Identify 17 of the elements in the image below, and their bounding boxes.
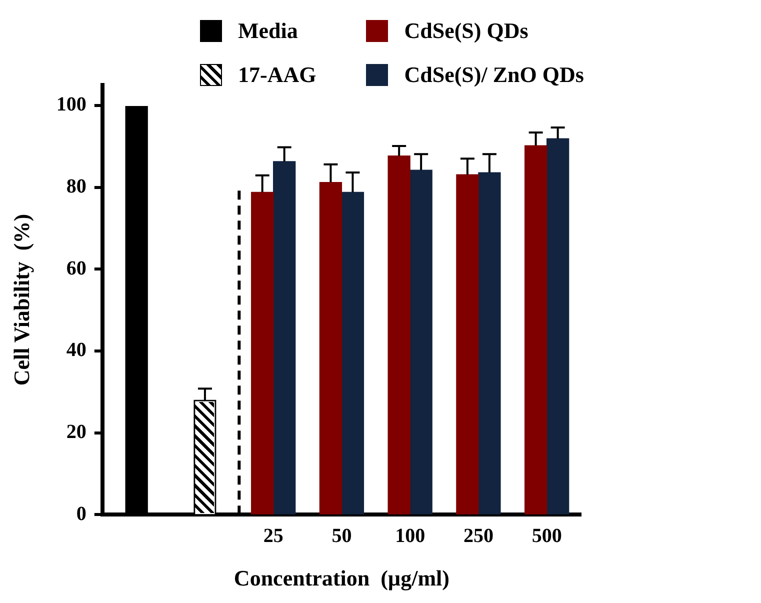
legend-label: CdSe(S) QDs <box>404 18 528 44</box>
y-axis-title: Cell Viability (%) <box>8 214 34 386</box>
x-tick-label: 100 <box>395 524 426 547</box>
legend-label: Media <box>238 18 298 44</box>
x-axis-title: Concentration (µg/ml) <box>234 565 450 590</box>
y-tick-label: 20 <box>66 420 86 443</box>
x-tick-label: 25 <box>263 524 284 547</box>
y-tick-label: 0 <box>76 502 86 525</box>
y-tick-label: 40 <box>66 339 86 362</box>
y-tick-label: 80 <box>66 175 86 198</box>
x-tick-label: 500 <box>532 524 562 547</box>
y-tick-label: 100 <box>56 94 86 116</box>
legend-label: CdSe(S)/ ZnO QDs <box>404 62 584 88</box>
y-tick-label: 60 <box>66 257 86 280</box>
x-tick-label: 250 <box>463 524 494 547</box>
x-tick-label: 50 <box>332 524 352 547</box>
legend-label: 17-AAG <box>238 62 316 88</box>
